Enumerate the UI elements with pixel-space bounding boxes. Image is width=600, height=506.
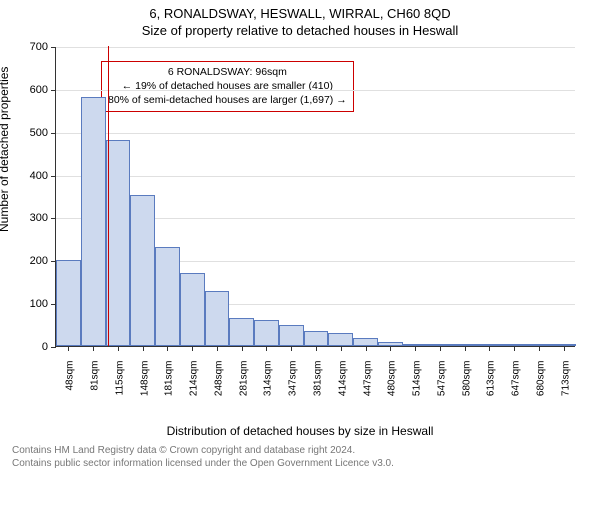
xtick <box>514 346 515 351</box>
ytick-label: 100 <box>16 298 48 310</box>
xtick-label: 613sqm <box>486 361 497 411</box>
xtick-label: 547sqm <box>436 361 447 411</box>
xtick <box>143 346 144 351</box>
xtick-label: 414sqm <box>337 361 348 411</box>
histogram-bar <box>180 273 205 346</box>
xtick-label: 580sqm <box>461 361 472 411</box>
ytick <box>51 176 56 177</box>
chart-title-line2: Size of property relative to detached ho… <box>0 23 600 38</box>
chart-container: Number of detached properties 6 RONALDSW… <box>0 42 600 422</box>
xtick-label: 148sqm <box>139 361 150 411</box>
xtick-label: 181sqm <box>164 361 175 411</box>
annotation-line2: ← 19% of detached houses are smaller (41… <box>108 79 347 93</box>
chart-title-line1: 6, RONALDSWAY, HESWALL, WIRRAL, CH60 8QD <box>0 6 600 21</box>
xtick-label: 115sqm <box>114 361 125 411</box>
xtick <box>539 346 540 351</box>
gridline <box>56 176 575 177</box>
histogram-bar <box>106 140 131 346</box>
xtick-label: 48sqm <box>65 361 76 411</box>
xtick-label: 381sqm <box>313 361 324 411</box>
marker-line <box>108 46 109 346</box>
xtick <box>465 346 466 351</box>
xtick-label: 314sqm <box>263 361 274 411</box>
xtick-label: 713sqm <box>560 361 571 411</box>
ytick <box>51 90 56 91</box>
xtick-label: 248sqm <box>213 361 224 411</box>
xtick-label: 214sqm <box>189 361 200 411</box>
xtick <box>316 346 317 351</box>
xtick-label: 680sqm <box>535 361 546 411</box>
plot-area: 6 RONALDSWAY: 96sqm ← 19% of detached ho… <box>55 47 575 347</box>
histogram-bar <box>155 247 180 346</box>
xtick-label: 647sqm <box>511 361 522 411</box>
histogram-bar <box>229 318 254 346</box>
histogram-bar <box>353 338 378 346</box>
ytick <box>51 47 56 48</box>
histogram-bar <box>205 291 230 346</box>
gridline <box>56 47 575 48</box>
x-axis-label: Distribution of detached houses by size … <box>0 424 600 438</box>
xtick <box>341 346 342 351</box>
annotation-line1: 6 RONALDSWAY: 96sqm <box>108 65 347 79</box>
xtick-label: 81sqm <box>90 361 101 411</box>
ytick-label: 700 <box>16 41 48 53</box>
histogram-bar <box>56 260 81 346</box>
histogram-bar <box>81 97 106 346</box>
xtick <box>192 346 193 351</box>
footer-line2: Contains public sector information licen… <box>12 457 588 470</box>
footer-line1: Contains HM Land Registry data © Crown c… <box>12 444 588 457</box>
ytick <box>51 218 56 219</box>
histogram-bar <box>279 325 304 346</box>
xtick <box>93 346 94 351</box>
xtick <box>118 346 119 351</box>
xtick <box>266 346 267 351</box>
xtick <box>564 346 565 351</box>
xtick <box>415 346 416 351</box>
gridline <box>56 90 575 91</box>
ytick <box>51 133 56 134</box>
ytick-label: 300 <box>16 212 48 224</box>
xtick-label: 480sqm <box>387 361 398 411</box>
xtick-label: 447sqm <box>362 361 373 411</box>
xtick <box>489 346 490 351</box>
histogram-bar <box>130 195 155 346</box>
xtick <box>68 346 69 351</box>
ytick-label: 500 <box>16 127 48 139</box>
histogram-bar <box>304 331 329 346</box>
histogram-bar <box>254 320 279 346</box>
xtick <box>366 346 367 351</box>
footer: Contains HM Land Registry data © Crown c… <box>0 438 600 470</box>
ytick-label: 600 <box>16 84 48 96</box>
xtick <box>390 346 391 351</box>
annotation-box: 6 RONALDSWAY: 96sqm ← 19% of detached ho… <box>101 61 354 112</box>
histogram-bar <box>328 333 353 346</box>
xtick-label: 281sqm <box>238 361 249 411</box>
xtick <box>167 346 168 351</box>
ytick-label: 400 <box>16 170 48 182</box>
xtick-label: 347sqm <box>288 361 299 411</box>
ytick <box>51 347 56 348</box>
xtick <box>217 346 218 351</box>
annotation-line3: 80% of semi-detached houses are larger (… <box>108 93 347 107</box>
xtick <box>440 346 441 351</box>
xtick-label: 514sqm <box>412 361 423 411</box>
ytick-label: 200 <box>16 255 48 267</box>
xtick <box>242 346 243 351</box>
y-axis-label: Number of detached properties <box>0 67 11 232</box>
gridline <box>56 133 575 134</box>
ytick-label: 0 <box>16 341 48 353</box>
xtick <box>291 346 292 351</box>
